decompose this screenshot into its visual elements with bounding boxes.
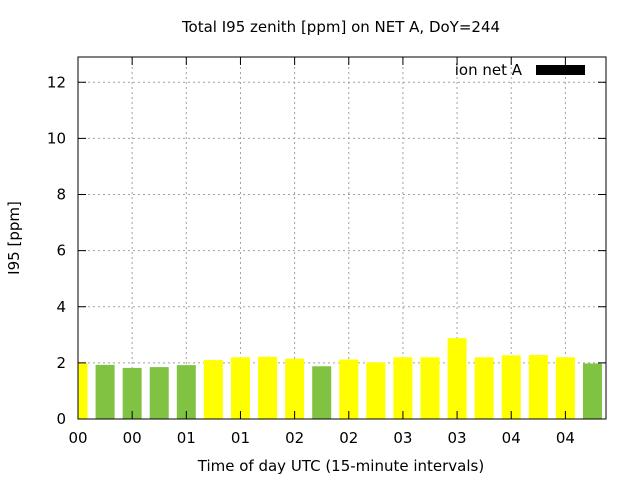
bar — [78, 362, 88, 419]
x-tick-label: 03 — [393, 429, 412, 447]
bar — [366, 362, 386, 419]
bar — [582, 363, 602, 419]
legend: ion net A — [455, 61, 585, 79]
y-axis-label: I95 [ppm] — [5, 201, 23, 275]
bar — [447, 338, 467, 419]
bar — [555, 357, 575, 419]
bar — [203, 360, 223, 419]
x-tick-label: 01 — [177, 429, 196, 447]
grid — [78, 57, 606, 419]
x-tick-label: 04 — [556, 429, 575, 447]
x-tick-label: 01 — [231, 429, 250, 447]
y-tick-label: 0 — [56, 410, 66, 428]
plot-frame — [77, 56, 607, 420]
x-tick-label: 03 — [448, 429, 467, 447]
x-axis-label: Time of day UTC (15-minute intervals) — [197, 457, 484, 475]
bar — [501, 355, 521, 419]
y-tick-label: 12 — [47, 73, 66, 91]
bar — [312, 366, 332, 419]
x-axis-ticks: 00 00 01 01 02 02 03 03 04 04 — [68, 57, 575, 447]
bar — [285, 358, 305, 419]
bar — [339, 359, 359, 419]
y-tick-label: 6 — [56, 242, 66, 260]
y-tick-label: 2 — [56, 354, 66, 372]
bar — [230, 357, 250, 419]
bar — [176, 365, 196, 419]
y-tick-label: 8 — [56, 186, 66, 204]
y-tick-label: 10 — [47, 129, 66, 147]
x-tick-label: 00 — [68, 429, 87, 447]
bar — [420, 357, 440, 419]
x-tick-label: 00 — [123, 429, 142, 447]
bar — [528, 355, 548, 419]
bar — [258, 356, 278, 419]
legend-label: ion net A — [455, 61, 523, 79]
x-tick-label: 04 — [502, 429, 521, 447]
bar — [122, 367, 142, 419]
x-tick-label: 02 — [285, 429, 304, 447]
bar — [95, 364, 115, 419]
chart-title: Total I95 zenith [ppm] on NET A, DoY=244 — [181, 18, 500, 36]
x-tick-label: 02 — [339, 429, 358, 447]
bars — [78, 338, 602, 419]
legend-swatch — [536, 65, 585, 75]
bar — [393, 357, 413, 419]
y-tick-label: 4 — [56, 298, 66, 316]
bar — [149, 367, 169, 419]
bar — [474, 357, 494, 419]
y-axis-ticks: 0 2 4 6 8 10 12 — [47, 73, 606, 428]
